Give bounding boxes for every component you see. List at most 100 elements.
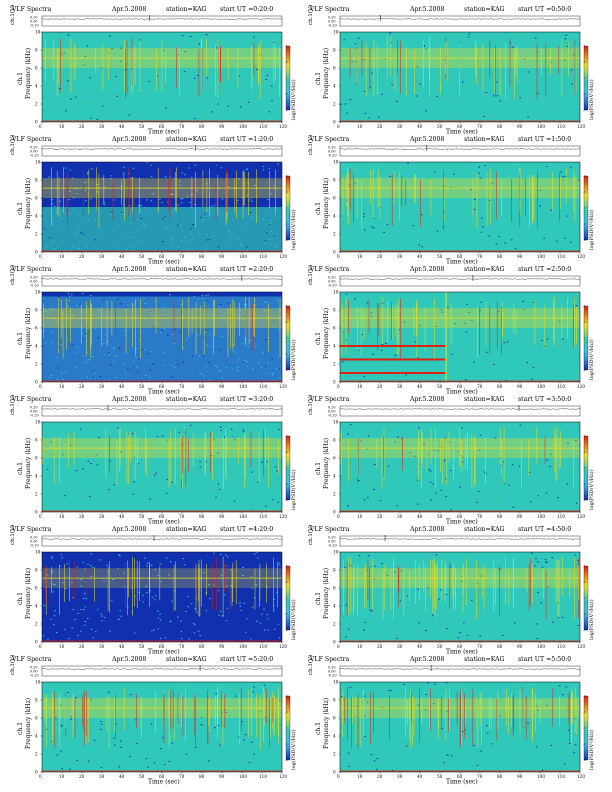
noise-speck xyxy=(84,189,86,191)
noise-speck xyxy=(156,199,158,201)
noise-speck xyxy=(400,723,402,725)
noise-speck xyxy=(203,219,206,221)
noise-speck xyxy=(468,311,470,313)
panel-start-time: start UT =2:50:0 xyxy=(518,266,572,273)
noise-speck xyxy=(272,201,275,203)
noise-speck xyxy=(203,436,206,438)
y-tick-label: 6 xyxy=(333,586,336,591)
noise-speck xyxy=(404,746,407,748)
noise-speck xyxy=(62,582,64,584)
noise-speck xyxy=(501,741,503,743)
noise-speck xyxy=(132,426,135,427)
noise-speck xyxy=(443,190,446,192)
noise-speck xyxy=(278,485,281,487)
noise-speck xyxy=(80,92,83,93)
x-tick-label: 10 xyxy=(59,644,65,649)
noise-speck xyxy=(400,195,403,197)
ch-axis-label: ch.1(V) xyxy=(307,655,314,675)
noise-speck xyxy=(153,65,155,67)
noise-speck xyxy=(461,353,464,355)
noise-speck xyxy=(67,692,69,693)
noise-speck xyxy=(545,311,547,313)
noise-speck xyxy=(400,51,403,53)
noise-speck xyxy=(136,62,138,63)
noise-speck xyxy=(466,303,468,305)
noise-speck xyxy=(68,36,70,38)
noise-speck xyxy=(392,203,395,205)
noise-speck xyxy=(567,582,569,584)
noise-speck xyxy=(225,554,227,556)
noise-speck xyxy=(361,506,363,508)
noise-speck xyxy=(232,741,234,743)
panel-station: station=KAG xyxy=(464,136,505,143)
noise-speck xyxy=(577,179,580,181)
noise-speck xyxy=(232,711,234,713)
noise-speck xyxy=(147,558,149,560)
noise-speck xyxy=(457,116,460,118)
noise-speck xyxy=(97,186,99,188)
noise-speck xyxy=(226,554,229,556)
noise-speck xyxy=(432,614,434,616)
noise-speck xyxy=(148,704,150,706)
noise-speck xyxy=(54,723,57,725)
noise-speck xyxy=(242,731,244,733)
noise-speck xyxy=(203,572,205,574)
noise-speck xyxy=(203,724,206,726)
noise-speck xyxy=(159,507,161,509)
noise-speck xyxy=(260,490,263,492)
noise-speck xyxy=(118,347,121,349)
noise-speck xyxy=(449,68,451,70)
noise-speck xyxy=(181,567,183,568)
noise-speck xyxy=(265,79,267,80)
noise-speck xyxy=(446,748,448,749)
noise-speck xyxy=(460,428,462,430)
noise-speck xyxy=(143,298,145,299)
noise-speck xyxy=(547,594,550,596)
noise-speck xyxy=(72,344,74,346)
noise-speck xyxy=(72,609,74,611)
x-tick-label: 30 xyxy=(397,774,403,779)
noise-speck xyxy=(262,169,265,171)
noise-speck xyxy=(207,57,209,59)
noise-speck xyxy=(217,690,219,692)
noise-speck xyxy=(510,85,512,87)
noise-speck xyxy=(490,603,493,605)
noise-speck xyxy=(150,500,152,502)
noise-speck xyxy=(132,167,135,169)
noise-speck xyxy=(97,434,100,436)
noise-speck xyxy=(108,354,110,356)
noise-speck xyxy=(48,176,50,178)
noise-speck xyxy=(371,316,373,318)
noise-speck xyxy=(524,713,527,715)
noise-speck xyxy=(436,70,439,72)
noise-speck xyxy=(358,480,360,482)
noise-speck xyxy=(198,43,200,45)
noise-speck xyxy=(257,362,260,364)
noise-speck xyxy=(119,698,121,700)
noise-speck xyxy=(425,502,427,504)
noise-speck xyxy=(207,488,209,490)
noise-speck xyxy=(561,356,563,358)
noise-speck xyxy=(100,584,102,586)
noise-speck xyxy=(454,51,456,53)
noise-speck xyxy=(374,565,376,567)
noise-speck xyxy=(464,40,467,42)
noise-speck xyxy=(369,609,371,611)
y-tick-label: 2 xyxy=(35,492,38,497)
noise-speck xyxy=(365,116,367,118)
colorbar-tick-label: -7 xyxy=(583,206,586,210)
noise-speck xyxy=(574,744,577,746)
panel-date: Apr.5.2008 xyxy=(410,266,445,273)
noise-speck xyxy=(424,698,426,700)
noise-speck xyxy=(80,328,83,330)
noise-speck xyxy=(513,361,516,363)
noise-speck xyxy=(482,576,484,578)
noise-speck xyxy=(163,364,166,366)
noise-speck xyxy=(516,75,519,77)
noise-speck xyxy=(83,609,85,611)
noise-speck xyxy=(61,372,63,374)
noise-speck xyxy=(137,358,140,360)
noise-speck xyxy=(111,585,114,587)
noise-speck xyxy=(115,355,118,357)
noise-speck xyxy=(271,358,273,360)
